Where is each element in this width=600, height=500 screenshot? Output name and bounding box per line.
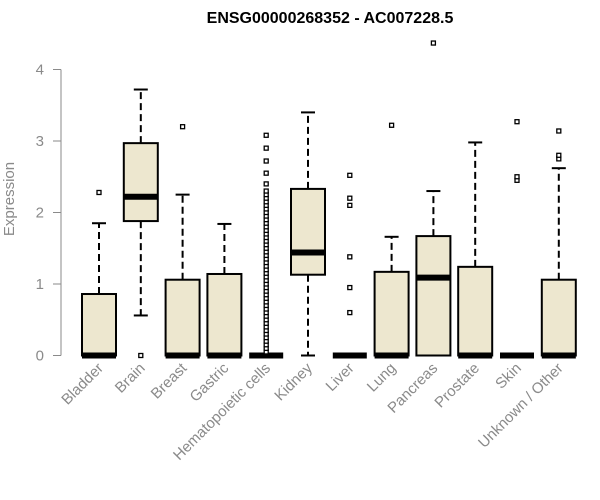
outlier-point <box>179 124 186 130</box>
outlier-point <box>556 128 562 134</box>
box-body <box>457 265 494 357</box>
box-body <box>206 272 243 357</box>
x-tick-label: Breast <box>148 359 191 402</box>
x-tick-label: Brain <box>112 360 149 397</box>
outlier-point <box>263 181 269 187</box>
outlier-point <box>347 172 353 178</box>
outlier-point <box>430 40 437 46</box>
box-kidney <box>290 111 326 357</box>
outlier-point <box>263 132 269 138</box>
box-unknown-other <box>540 128 577 359</box>
y-tick-label: 1 <box>36 276 44 293</box>
x-tick-label: Lung <box>364 360 400 396</box>
box-gastric <box>206 222 243 359</box>
box-prostate <box>457 141 494 359</box>
outlier-point <box>347 202 353 209</box>
box-bladder <box>81 189 117 359</box>
x-tick-label: Kidney <box>271 359 316 404</box>
box-liver <box>332 172 367 359</box>
box-body <box>290 187 326 276</box>
outlier-point <box>388 122 395 128</box>
box-body <box>81 293 117 357</box>
y-tick-label: 4 <box>36 62 44 79</box>
boxes-group <box>81 40 577 359</box>
outlier-point <box>347 195 353 201</box>
y-tick-label: 0 <box>36 348 44 365</box>
y-tick-label: 3 <box>36 133 44 150</box>
box-body <box>373 270 410 357</box>
box-hematopoietic-cells <box>249 132 284 359</box>
outlier-point <box>514 174 520 180</box>
box-brain <box>122 88 159 359</box>
box-breast <box>164 124 201 359</box>
y-axis: 0 1 2 3 4 <box>36 62 62 365</box>
outlier-point <box>263 158 269 164</box>
x-tick-label: Bladder <box>58 360 107 409</box>
outlier-point <box>263 188 269 194</box>
x-tick-label: Liver <box>323 360 358 395</box>
outlier-point <box>514 119 520 125</box>
box-body <box>415 235 452 357</box>
outlier-point <box>347 254 353 260</box>
x-tick-label: Skin <box>492 360 525 393</box>
x-tick-label: Prostate <box>431 360 483 412</box>
box-body <box>540 278 577 357</box>
y-tick-label: 2 <box>36 205 44 222</box>
box-body <box>122 142 159 223</box>
outlier-point <box>347 309 353 316</box>
outlier-point <box>96 189 102 196</box>
outlier-point <box>263 170 269 176</box>
outlier-point <box>263 145 269 151</box>
outlier-point <box>347 284 353 291</box>
outlier-point <box>556 152 562 158</box>
box-body <box>164 278 201 357</box>
chart-title: ENSG00000268352 - AC007228.5 <box>207 10 454 27</box>
box-skin <box>500 119 534 359</box>
box-lung <box>373 122 410 359</box>
y-axis-label: Expression <box>1 162 18 236</box>
box-pancreas <box>415 40 452 357</box>
outlier-point <box>138 352 144 359</box>
